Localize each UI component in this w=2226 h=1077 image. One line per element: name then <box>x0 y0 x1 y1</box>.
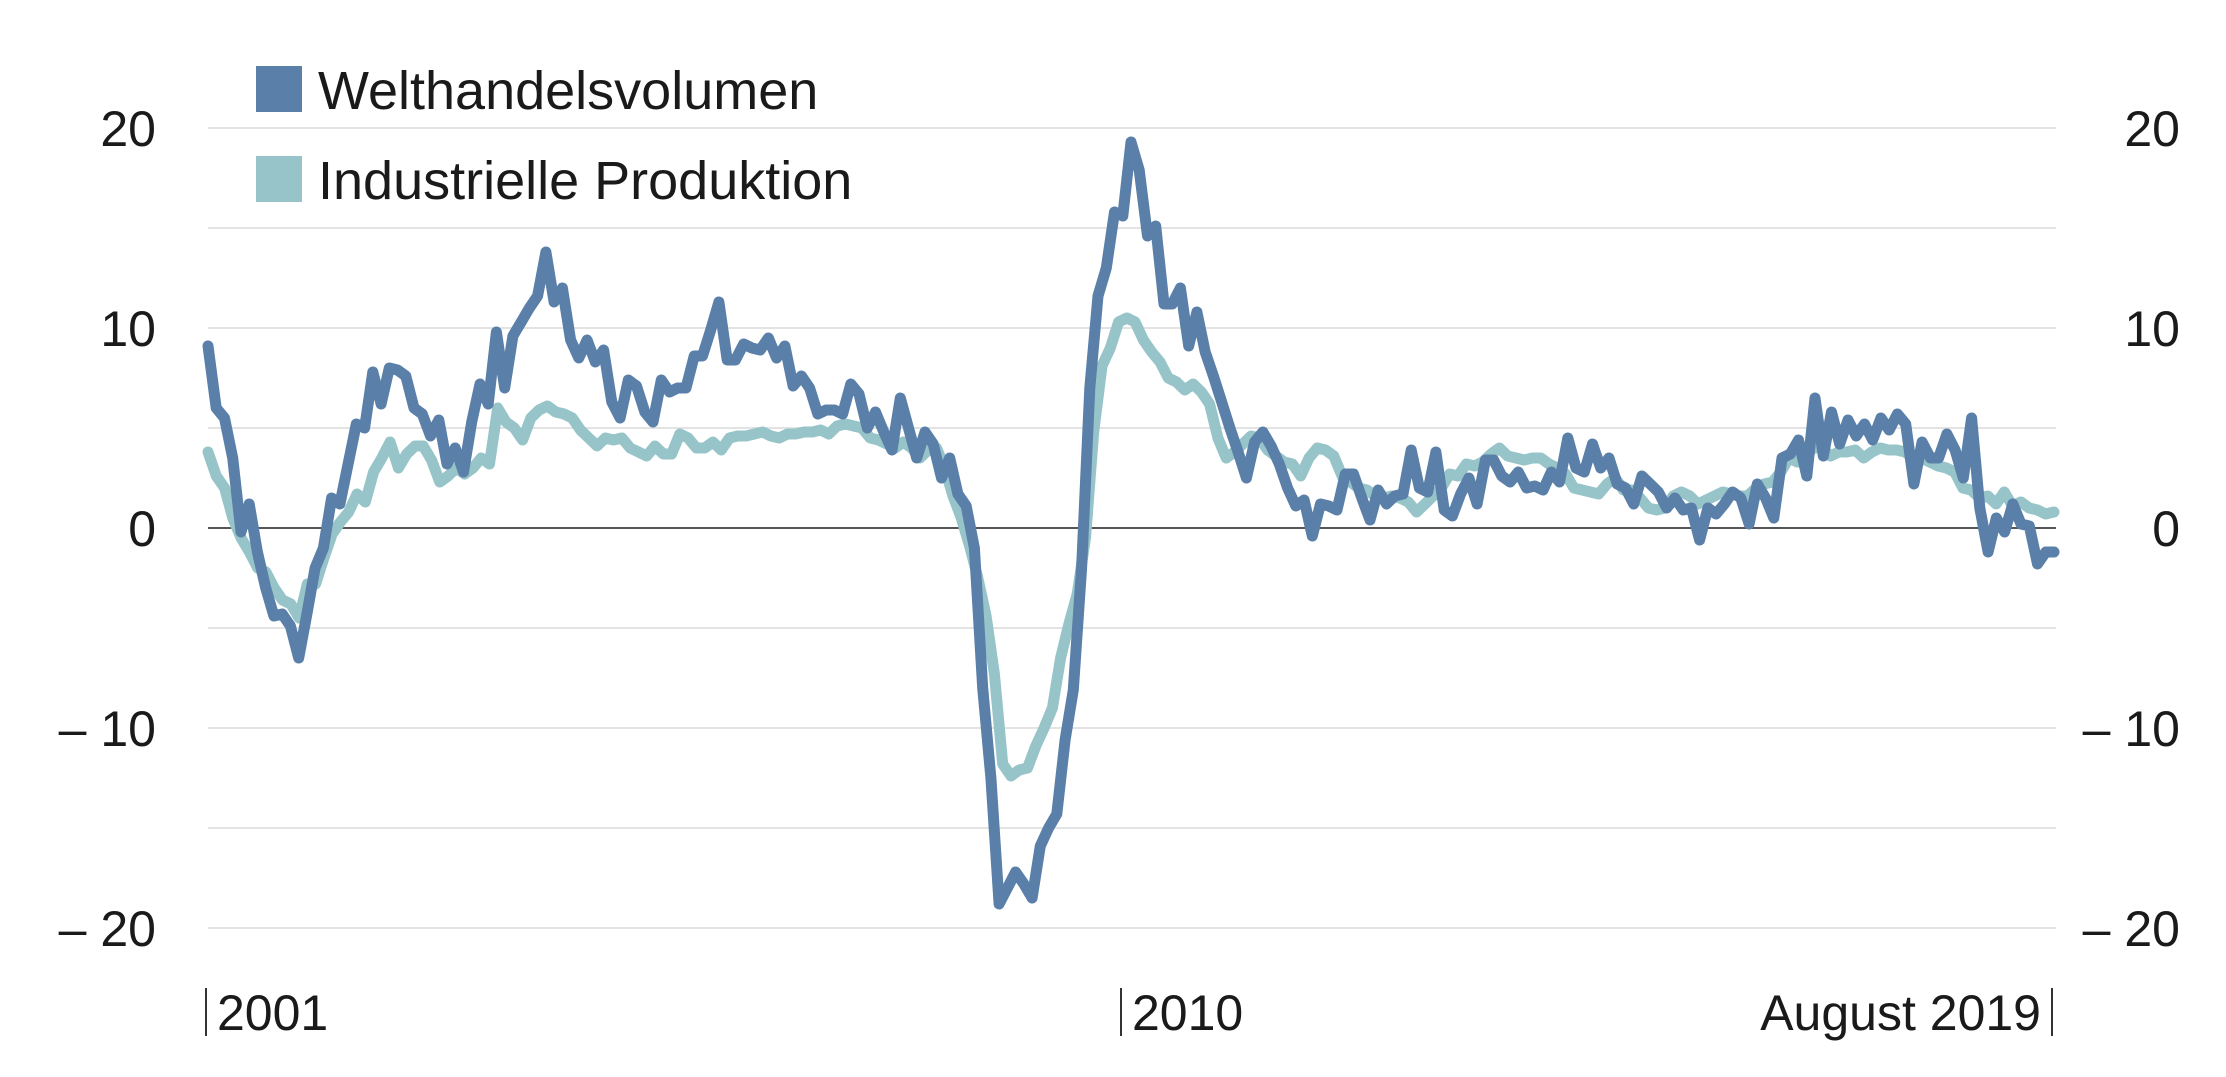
y-tick-label-right: 0 <box>2152 501 2180 557</box>
y-tick-label-left: 10 <box>100 301 156 357</box>
legend-swatch <box>256 156 302 202</box>
y-tick-label-right: 20 <box>2124 101 2180 157</box>
gridlines <box>208 127 2056 929</box>
series-lines <box>202 136 2060 910</box>
series-line-industrielle-produktion <box>202 312 2060 782</box>
legend-swatch <box>256 66 302 112</box>
y-tick-label-right: 10 <box>2124 301 2180 357</box>
series-line-welthandelsvolumen <box>202 136 2060 910</box>
x-tick-label: August 2019 <box>1760 985 2041 1041</box>
x-axis: 2001 2010 August 2019 <box>205 985 2053 1041</box>
y-axis-right: 20 10 0 – 10 – 20 <box>2083 101 2180 957</box>
y-tick-label-left: 0 <box>128 501 156 557</box>
x-tick-label: 2010 <box>1132 985 1243 1041</box>
y-tick-label-right: – 10 <box>2083 701 2180 757</box>
y-tick-label-left: – 20 <box>59 901 156 957</box>
legend-label: Welthandelsvolumen <box>318 61 818 121</box>
x-tick-label: 2001 <box>217 985 328 1041</box>
y-axis-left: 20 10 0 – 10 – 20 <box>59 101 156 957</box>
y-tick-label-right: – 20 <box>2083 901 2180 957</box>
y-tick-label-left: 20 <box>100 101 156 157</box>
legend-label: Industrielle Produktion <box>318 151 852 211</box>
legend: Welthandelsvolumen Industrielle Produktio… <box>256 61 852 211</box>
y-tick-label-left: – 10 <box>59 701 156 757</box>
